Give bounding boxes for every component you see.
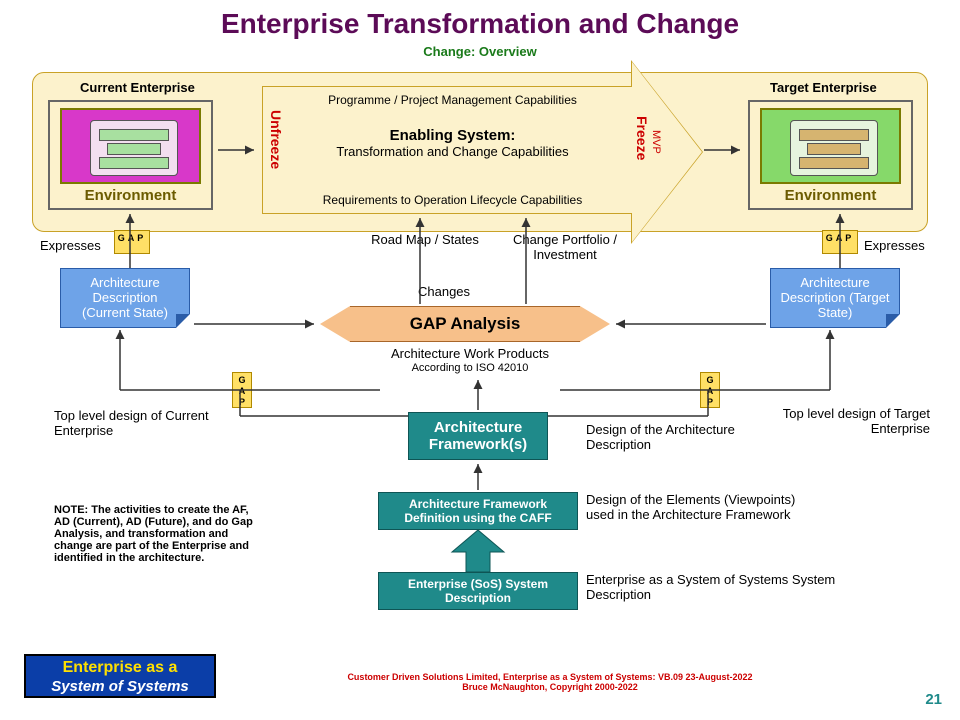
design-of-ad: Design of the Architecture Description bbox=[586, 422, 776, 452]
note-text: NOTE: The activities to create the AF, A… bbox=[54, 504, 264, 564]
gap-tag-right-low: GAP bbox=[700, 372, 720, 408]
current-mini-module bbox=[90, 120, 178, 176]
current-env-box: Environment bbox=[48, 100, 213, 210]
page-title: Enterprise Transformation and Change bbox=[0, 8, 960, 40]
enabling-line3: Requirements to Operation Lifecycle Capa… bbox=[291, 193, 614, 207]
arch-desc-target: Architecture Description (Target State) bbox=[770, 268, 900, 328]
sos-desc-box: Enterprise (SoS) System Description bbox=[378, 572, 578, 610]
current-env-inner bbox=[60, 108, 201, 184]
logo-box: Enterprise as a System of Systems bbox=[24, 654, 216, 698]
enabling-arrow-body: Programme / Project Management Capabilit… bbox=[262, 86, 632, 214]
arrow-ad-to-gap-right bbox=[610, 314, 770, 334]
freeze-mvp: MVP bbox=[650, 130, 662, 154]
top-level-current: Top level design of Current Enterprise bbox=[54, 408, 224, 438]
footer-line2: Bruce McNaughton, Copyright 2000-2022 bbox=[310, 682, 790, 692]
freeze-label: Freeze bbox=[634, 116, 650, 160]
gap-tag-left-top: GAP bbox=[114, 230, 150, 254]
changes-label: Changes bbox=[418, 284, 470, 299]
arch-frameworks-box: Architecture Framework(s) bbox=[408, 412, 548, 460]
current-env-label: Environment bbox=[50, 187, 211, 204]
logo-line1: Enterprise as a bbox=[26, 658, 214, 677]
expresses-right: Expresses bbox=[864, 238, 925, 253]
unfreeze-label: Unfreeze bbox=[268, 110, 284, 169]
target-env-inner bbox=[760, 108, 901, 184]
logo-line2: System of Systems bbox=[26, 677, 214, 696]
enabling-sub: Transformation and Change Capabilities bbox=[291, 144, 614, 159]
target-env-label: Environment bbox=[750, 187, 911, 204]
page-subtitle: Change: Overview bbox=[0, 44, 960, 59]
current-enterprise-label: Current Enterprise bbox=[80, 80, 195, 95]
portfolio-label: Change Portfolio / Investment bbox=[490, 232, 640, 262]
gap-analysis-label: GAP Analysis bbox=[350, 306, 580, 342]
af-def-box: Architecture Framework Definition using … bbox=[378, 492, 578, 530]
arch-desc-current: Architecture Description (Current State) bbox=[60, 268, 190, 328]
arrow-ad-to-gap-left bbox=[190, 314, 320, 334]
enabling-line1: Programme / Project Management Capabilit… bbox=[291, 93, 614, 107]
page-number: 21 bbox=[925, 691, 942, 708]
target-enterprise-label: Target Enterprise bbox=[770, 80, 877, 95]
target-env-box: Environment bbox=[748, 100, 913, 210]
roadmap-label: Road Map / States bbox=[370, 232, 480, 247]
gap-tag-right-top: GAP bbox=[822, 230, 858, 254]
gap-tag-left-low: GAP bbox=[232, 372, 252, 408]
arrow-frameworks-up bbox=[468, 376, 488, 412]
top-level-target: Top level design of Target Enterprise bbox=[770, 406, 930, 436]
sos-right-label: Enterprise as a System of Systems System… bbox=[586, 572, 846, 602]
target-mini-module bbox=[790, 120, 878, 176]
design-of-elements: Design of the Elements (Viewpoints) used… bbox=[586, 492, 806, 522]
footer-line1: Customer Driven Solutions Limited, Enter… bbox=[310, 672, 790, 682]
expresses-left: Expresses bbox=[40, 238, 101, 253]
enabling-title: Enabling System: bbox=[291, 127, 614, 144]
arrow-afdef-up bbox=[468, 460, 488, 492]
iso-line: According to ISO 42010 bbox=[360, 362, 580, 374]
footer-credit: Customer Driven Solutions Limited, Enter… bbox=[310, 672, 790, 692]
arch-desc-target-text: Architecture Description (Target State) bbox=[780, 275, 889, 320]
arch-desc-current-text: Architecture Description (Current State) bbox=[82, 275, 168, 320]
big-up-arrow-icon bbox=[446, 530, 510, 572]
gap-analysis-box: GAP Analysis bbox=[320, 306, 610, 342]
arch-work-products: Architecture Work Products bbox=[360, 346, 580, 361]
